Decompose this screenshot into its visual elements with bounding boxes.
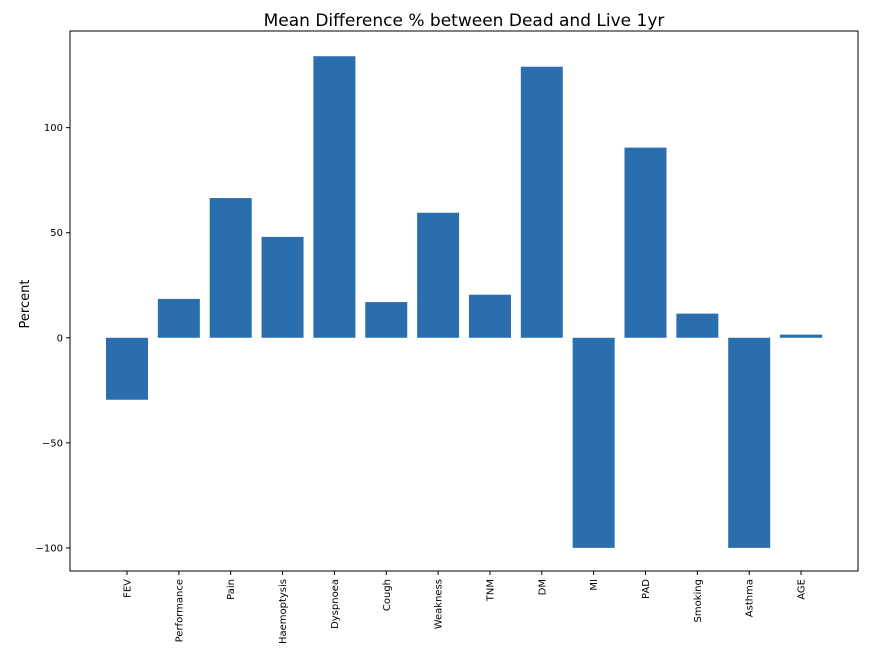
y-tick-label: 0 [57,333,63,344]
bar-pain [209,198,252,338]
x-tick-label: Pain [226,579,237,600]
bar-performance [157,298,200,338]
x-tick-label: AGE [797,579,808,600]
y-tick-label: −50 [42,438,63,449]
bar-smoking [676,313,719,338]
bar-pad [624,147,667,338]
x-tick-label: Smoking [693,579,704,622]
x-tick-label: Dyspnoea [330,579,341,629]
y-ticks-group: −100 −50 0 50 100 [36,123,70,554]
bar-haemoptysis [261,236,304,338]
x-tick-label: PAD [641,579,652,599]
bar-dyspnoea [313,56,356,338]
chart-title: Mean Difference % between Dead and Live … [264,11,665,31]
x-tick-label: Asthma [745,579,756,617]
x-tick-label: FEV [123,579,134,598]
bar-weakness [417,212,460,338]
bar-asthma [728,337,771,548]
x-tick-label: Haemoptysis [278,579,289,644]
x-tick-label: MI [589,579,600,591]
y-tick-label: 50 [50,228,63,239]
bar-mi [572,337,615,548]
y-axis-label: Percent [18,280,33,329]
bars-group [106,56,823,548]
x-tick-label: TNM [485,579,496,602]
x-tick-label: Weakness [434,579,445,629]
y-tick-label: 100 [44,123,63,134]
bar-cough [365,302,408,338]
bar-tnm [468,294,511,338]
bar-fev [106,337,148,400]
y-tick-label: −100 [36,543,63,554]
x-tick-label: DM [537,579,548,595]
x-tick-label: Cough [382,579,393,611]
x-ticks-group: FEV Performance Pain Haemoptysis Dyspnoea Cou… [123,571,808,644]
bar-dm [520,66,563,338]
x-tick-label: Performance [174,579,185,642]
bar-age [780,334,823,338]
plot-area [69,30,859,572]
